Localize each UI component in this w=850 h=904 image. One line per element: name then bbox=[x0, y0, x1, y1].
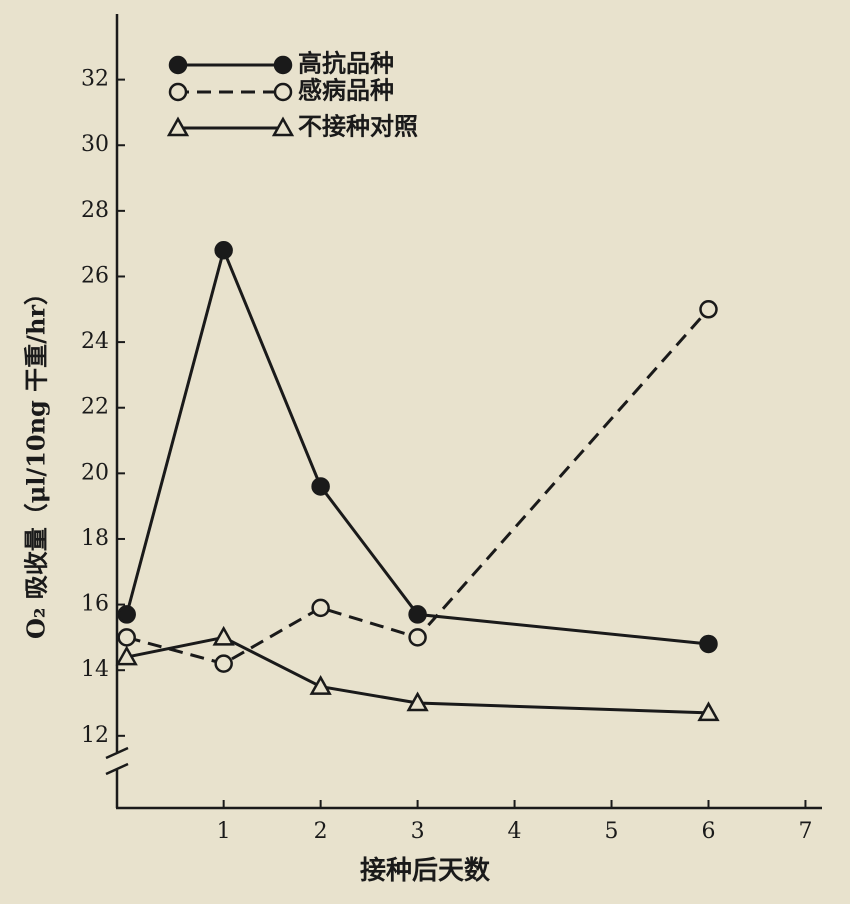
marker bbox=[273, 55, 293, 75]
marker bbox=[117, 628, 136, 647]
y-tick-label: 30 bbox=[81, 132, 109, 157]
x-tick-label: 4 bbox=[508, 819, 522, 844]
marker bbox=[311, 477, 330, 496]
y-tick-label: 24 bbox=[81, 329, 109, 354]
marker bbox=[408, 628, 427, 647]
legend-label: 高抗品种 bbox=[298, 49, 394, 78]
marker bbox=[214, 654, 233, 673]
y-tick-label: 14 bbox=[81, 657, 109, 682]
marker bbox=[212, 625, 235, 646]
marker bbox=[115, 645, 138, 666]
x-tick-label: 2 bbox=[314, 819, 328, 844]
marker bbox=[168, 82, 188, 102]
x-tick-label: 6 bbox=[701, 819, 715, 844]
y-tick-label: 22 bbox=[81, 395, 109, 420]
marker bbox=[214, 240, 233, 260]
y-tick-label: 12 bbox=[81, 723, 109, 748]
legend-label: 感病品种 bbox=[298, 76, 394, 105]
y-tick-label: 26 bbox=[81, 263, 109, 288]
marker bbox=[273, 82, 293, 102]
axis-break bbox=[105, 746, 129, 760]
marker bbox=[271, 116, 295, 137]
x-tick-label: 3 bbox=[411, 819, 425, 844]
x-tick-label: 1 bbox=[217, 819, 231, 844]
marker bbox=[697, 701, 720, 722]
y-tick-label: 18 bbox=[81, 526, 109, 551]
marker bbox=[309, 675, 332, 695]
axes bbox=[105, 14, 822, 810]
y-tick-label: 28 bbox=[81, 198, 109, 223]
axis-break bbox=[105, 762, 129, 776]
marker bbox=[699, 300, 718, 319]
marker bbox=[408, 605, 427, 624]
x-tick-label: 5 bbox=[605, 819, 619, 844]
series-line bbox=[126, 308, 710, 666]
y-axis-label: O₂ 吸收量（μl/10ng 干重/hr） bbox=[22, 281, 51, 639]
x-axis-label: 接种后天数 bbox=[360, 856, 491, 886]
y-tick-label: 32 bbox=[81, 67, 109, 92]
marker bbox=[406, 691, 429, 712]
legend-label: 不接种对照 bbox=[298, 112, 418, 141]
marker bbox=[168, 55, 188, 75]
x-tick-label: 7 bbox=[798, 819, 812, 844]
y-tick-label: 20 bbox=[81, 460, 109, 485]
marker bbox=[311, 598, 330, 618]
y-tick-label: 16 bbox=[81, 592, 109, 617]
marker bbox=[117, 605, 136, 624]
marker bbox=[166, 116, 190, 137]
marker bbox=[699, 634, 718, 654]
